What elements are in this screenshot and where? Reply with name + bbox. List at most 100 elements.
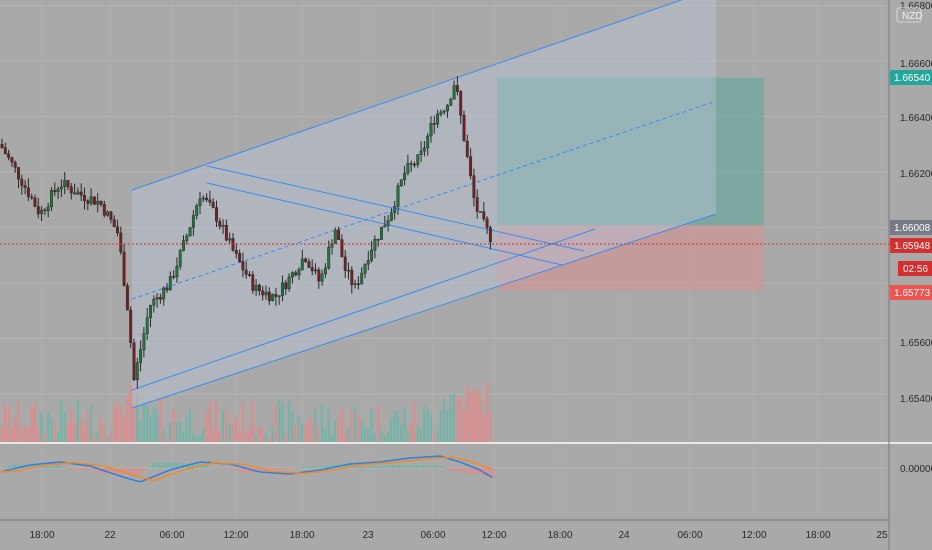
candle-body xyxy=(287,276,291,290)
candle-body xyxy=(96,200,100,205)
volume-bar xyxy=(264,433,267,443)
candle-body xyxy=(248,274,251,276)
macd-histogram-bar xyxy=(386,465,388,468)
time-tick: 24 xyxy=(618,530,630,541)
candle-body xyxy=(360,272,364,285)
candle-body xyxy=(432,123,436,125)
candle-body xyxy=(119,232,123,253)
volume-bar xyxy=(228,424,231,443)
candle-body xyxy=(290,272,294,278)
candle-body xyxy=(274,294,278,297)
candle-body xyxy=(442,110,446,113)
volume-bar xyxy=(139,421,142,443)
macd-histogram-bar xyxy=(44,465,46,468)
candle-body xyxy=(89,196,93,204)
macd-histogram-bar xyxy=(476,468,478,475)
price-tick: 1.66600 xyxy=(900,59,932,70)
time-tick: 12:00 xyxy=(741,530,766,541)
macd-histogram-bar xyxy=(407,464,409,468)
macd-histogram-bar xyxy=(467,468,469,474)
volume-bar xyxy=(327,409,330,443)
macd-histogram-bar xyxy=(281,468,283,470)
candle-body xyxy=(389,212,393,221)
candle-body xyxy=(370,249,374,261)
candle-body xyxy=(363,263,367,274)
candle-body xyxy=(449,98,453,106)
macd-histogram-bar xyxy=(317,466,319,468)
volume-bar xyxy=(50,418,53,443)
volume-bar xyxy=(30,407,33,443)
candle-body xyxy=(459,91,463,116)
macd-histogram-bar xyxy=(242,468,244,472)
macd-histogram-bar xyxy=(113,468,115,474)
channel-upper-line[interactable] xyxy=(131,0,716,191)
volume-bar xyxy=(37,428,40,443)
target-label-bg xyxy=(890,70,932,85)
volume-bar xyxy=(4,403,7,443)
volume-bar xyxy=(400,424,403,443)
volume-bar xyxy=(175,421,178,443)
loss-zone[interactable] xyxy=(497,225,764,291)
candle-body xyxy=(191,215,195,228)
candle-body xyxy=(426,135,430,149)
volume-bar xyxy=(89,405,93,443)
macd-histogram-bar xyxy=(173,462,175,468)
candle-body xyxy=(422,147,426,152)
macd-histogram-bar xyxy=(128,468,130,474)
candle-body xyxy=(261,290,265,296)
candle-body xyxy=(40,209,44,215)
entry-label-bg xyxy=(890,220,932,235)
candle-body xyxy=(228,238,232,241)
volume-bar xyxy=(17,400,20,443)
macd-histogram-bar xyxy=(236,468,238,471)
volume-bar xyxy=(482,414,485,443)
candle-body xyxy=(201,197,205,200)
macd-histogram-bar xyxy=(29,464,31,468)
trend-line[interactable] xyxy=(131,228,596,391)
macd-histogram-bar xyxy=(110,468,112,474)
macd-histogram-bar xyxy=(452,468,454,472)
long-position-tool[interactable] xyxy=(497,77,764,291)
macd-histogram-bar xyxy=(329,465,331,468)
time-tick: 06:00 xyxy=(677,530,702,541)
volume-bar xyxy=(357,414,360,443)
candle-body xyxy=(86,200,90,204)
entry-price-label: 1.66008 xyxy=(890,220,932,235)
parallel-channel-drawing[interactable] xyxy=(131,0,717,409)
volume-bar xyxy=(165,436,168,443)
channel-lower-line[interactable] xyxy=(131,213,717,409)
volume-bar xyxy=(307,421,310,443)
macd-histogram-bar xyxy=(260,468,262,473)
candle-body xyxy=(10,157,14,163)
price-axis[interactable]: 1.66800 1.66600 1.66400 1.66200 1.65600 … xyxy=(900,1,932,405)
currency-badge[interactable]: NZD xyxy=(896,7,923,23)
volume-bar xyxy=(439,410,442,443)
volume-bar xyxy=(40,412,43,443)
macd-histogram-bar xyxy=(152,463,154,468)
macd-histogram-bar xyxy=(20,464,22,468)
macd-histogram-bar xyxy=(2,467,4,469)
macd-axis[interactable]: 0.00000 xyxy=(900,464,932,475)
candle-body xyxy=(333,229,337,244)
volume-bar xyxy=(429,414,432,443)
volume-bar xyxy=(149,415,152,443)
macd-histogram-bar xyxy=(74,468,76,470)
macd-histogram-bar xyxy=(419,465,421,468)
candle-body xyxy=(455,85,459,92)
candle-body xyxy=(320,273,324,282)
candle-body xyxy=(257,284,261,292)
candle-body xyxy=(158,297,162,300)
candle-body xyxy=(125,285,129,311)
macd-histogram-bar xyxy=(179,463,181,468)
time-axis[interactable]: 18:00 22 06:00 12:00 18:00 23 06:00 12:00 18:00 2… xyxy=(29,530,888,541)
macd-histogram-bar xyxy=(284,468,286,470)
volume-bar xyxy=(136,393,139,443)
candle-body xyxy=(221,224,225,227)
volume-bar xyxy=(413,401,416,443)
candle-body xyxy=(343,256,347,271)
macd-histogram-bar xyxy=(401,464,403,468)
volume-bar xyxy=(152,407,155,443)
volume-bar xyxy=(129,384,132,443)
profit-zone[interactable] xyxy=(497,77,764,226)
